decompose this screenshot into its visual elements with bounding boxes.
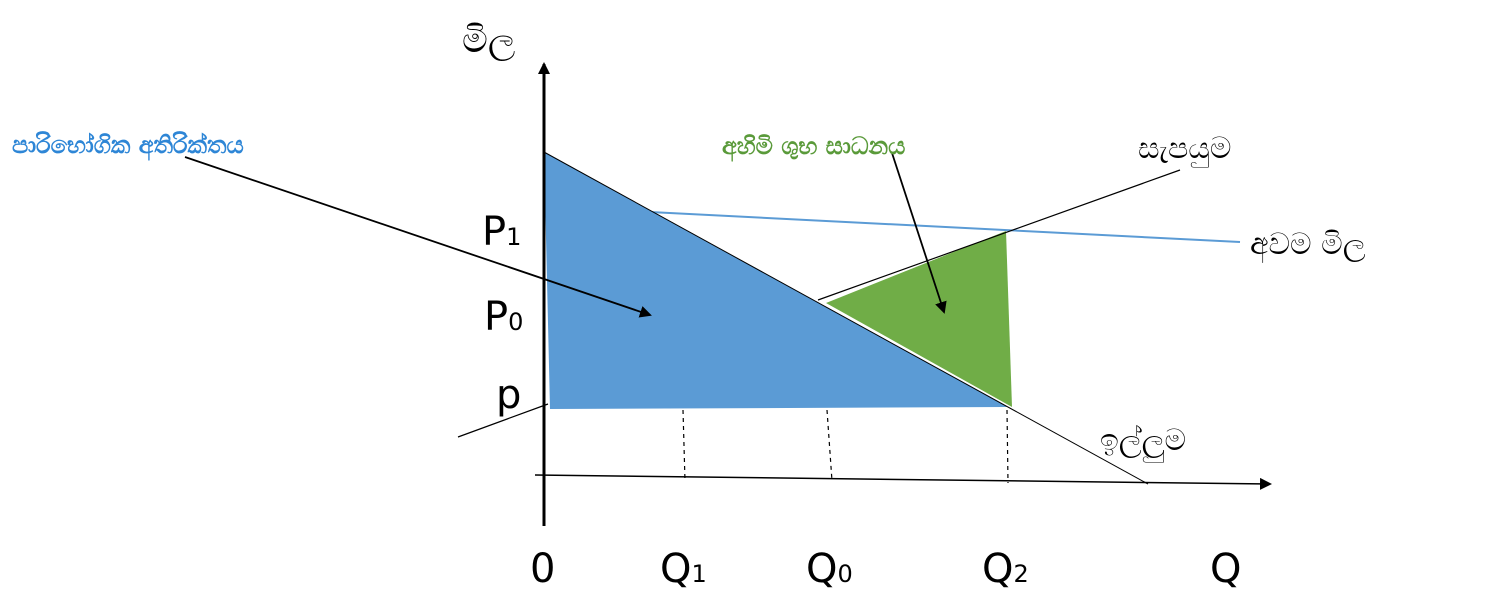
p1-label: P1: [482, 209, 521, 255]
supply-label: සැපයුම: [1138, 131, 1231, 168]
deadweight-loss-label: අහිමි ශුභ සාධනය: [722, 132, 905, 162]
x-axis-label: Q: [1210, 546, 1241, 591]
q2-dashed-line: [1006, 409, 1009, 484]
demand-label: ඉල්ලුම: [1100, 423, 1186, 463]
y-axis-label: මිල: [462, 20, 515, 62]
deadweight-loss-area: [826, 231, 1012, 407]
q0-label: Q0: [806, 546, 853, 591]
supply-line-upper: [817, 169, 1181, 301]
p-low-label: p: [496, 372, 521, 418]
consumer-surplus-arrow: [184, 156, 652, 318]
q2-label: Q2: [982, 546, 1029, 591]
min-price-line: [649, 211, 1241, 243]
origin-label: 0: [530, 546, 555, 591]
deadweight-loss-arrow: [891, 152, 947, 314]
demand-line: [543, 151, 1149, 485]
consumer-surplus-label: පාරිභෝගික අතිරික්තය: [12, 131, 244, 161]
min-price-label: අවම මිල: [1250, 227, 1366, 264]
x-axis: [534, 474, 1272, 490]
p0-label: P0: [484, 294, 523, 340]
supply-line-lower: [457, 403, 549, 438]
q1-dashed-line: [682, 409, 686, 482]
q1-label: Q1: [660, 546, 707, 591]
q0-dashed-line: [826, 409, 833, 482]
